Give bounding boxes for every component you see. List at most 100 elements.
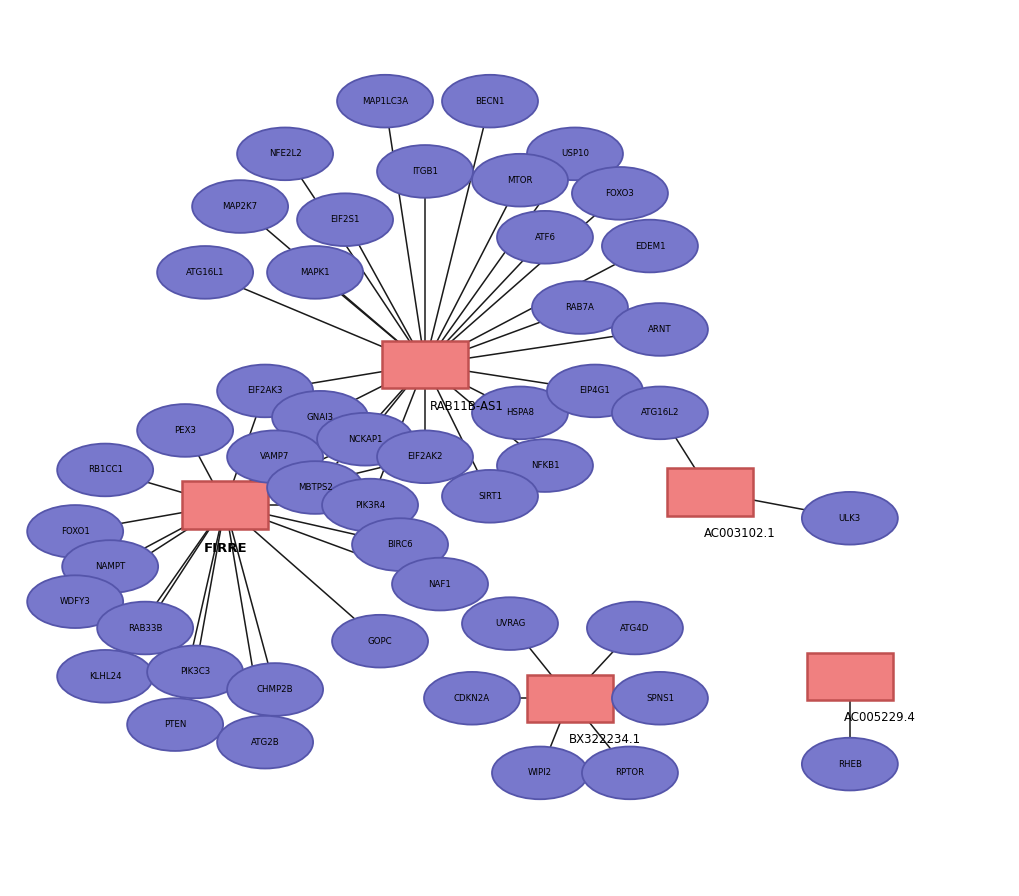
Ellipse shape	[62, 540, 158, 593]
Ellipse shape	[227, 663, 323, 716]
Text: KLHL24: KLHL24	[89, 672, 121, 681]
Text: ATF6: ATF6	[534, 233, 555, 242]
FancyBboxPatch shape	[182, 481, 268, 529]
Ellipse shape	[267, 246, 363, 298]
Ellipse shape	[297, 194, 392, 246]
Text: MAPK1: MAPK1	[300, 268, 329, 277]
Text: GNAI3: GNAI3	[307, 413, 333, 422]
Text: GOPC: GOPC	[368, 637, 392, 646]
Ellipse shape	[546, 365, 642, 418]
Ellipse shape	[332, 615, 428, 668]
Ellipse shape	[336, 74, 433, 127]
Text: NFE2L2: NFE2L2	[268, 150, 302, 159]
Text: UVRAG: UVRAG	[494, 619, 525, 628]
Ellipse shape	[472, 154, 568, 206]
Text: ATG4D: ATG4D	[620, 624, 649, 633]
Text: AC005229.4: AC005229.4	[843, 711, 915, 725]
Ellipse shape	[424, 672, 520, 725]
Text: WDFY3: WDFY3	[60, 597, 91, 607]
Text: EIF2S1: EIF2S1	[330, 215, 360, 224]
Text: ITGB1: ITGB1	[412, 167, 437, 176]
Ellipse shape	[157, 246, 253, 298]
Text: PIK3R4: PIK3R4	[355, 501, 385, 510]
Text: FOXO1: FOXO1	[61, 527, 90, 536]
Text: ATG2B: ATG2B	[251, 737, 279, 746]
Ellipse shape	[582, 746, 678, 799]
Text: BECN1: BECN1	[475, 97, 504, 106]
Ellipse shape	[611, 303, 707, 356]
FancyBboxPatch shape	[666, 469, 752, 515]
Text: SPNS1: SPNS1	[645, 694, 674, 702]
Text: ATG16L2: ATG16L2	[640, 409, 679, 418]
Ellipse shape	[462, 598, 557, 650]
Ellipse shape	[267, 461, 363, 513]
Ellipse shape	[227, 430, 323, 483]
Ellipse shape	[572, 167, 667, 220]
Text: NAMPT: NAMPT	[95, 562, 125, 571]
Ellipse shape	[527, 127, 623, 180]
Text: HSPA8: HSPA8	[505, 409, 534, 418]
Ellipse shape	[377, 145, 473, 198]
Ellipse shape	[377, 430, 473, 483]
Ellipse shape	[57, 444, 153, 496]
Ellipse shape	[586, 602, 683, 654]
FancyBboxPatch shape	[806, 652, 892, 700]
Text: RHEB: RHEB	[837, 760, 861, 769]
Text: MAP2K7: MAP2K7	[222, 202, 258, 211]
Text: RB1CC1: RB1CC1	[88, 465, 122, 475]
Text: VAMP7: VAMP7	[260, 452, 289, 461]
Text: PTEN: PTEN	[164, 720, 186, 729]
Ellipse shape	[472, 386, 568, 439]
Ellipse shape	[217, 365, 313, 418]
Text: RAB33B: RAB33B	[127, 624, 162, 633]
Text: MAP1LC3A: MAP1LC3A	[362, 97, 408, 106]
Ellipse shape	[57, 650, 153, 702]
FancyBboxPatch shape	[382, 340, 468, 388]
Ellipse shape	[491, 746, 587, 799]
Text: AC003102.1: AC003102.1	[703, 527, 775, 540]
Text: EDEM1: EDEM1	[634, 242, 664, 251]
Ellipse shape	[236, 127, 333, 180]
Text: ULK3: ULK3	[838, 513, 860, 522]
Text: USP10: USP10	[560, 150, 588, 159]
Text: FOXO3: FOXO3	[605, 189, 634, 198]
Text: RAB11B-AS1: RAB11B-AS1	[430, 400, 503, 413]
Ellipse shape	[441, 74, 537, 127]
Ellipse shape	[532, 281, 628, 334]
Text: EIF2AK3: EIF2AK3	[247, 386, 282, 395]
Ellipse shape	[801, 737, 897, 790]
Text: PEX3: PEX3	[174, 426, 196, 435]
Ellipse shape	[272, 391, 368, 444]
Ellipse shape	[28, 505, 123, 557]
FancyBboxPatch shape	[527, 675, 612, 722]
Text: PIK3C3: PIK3C3	[179, 668, 210, 676]
Text: BX322234.1: BX322234.1	[569, 733, 640, 746]
Text: EIP4G1: EIP4G1	[579, 386, 609, 395]
Text: WIPI2: WIPI2	[528, 769, 551, 778]
Ellipse shape	[496, 211, 592, 263]
Ellipse shape	[147, 645, 243, 698]
Text: EIF2AK2: EIF2AK2	[407, 452, 442, 461]
Ellipse shape	[322, 478, 418, 531]
Ellipse shape	[97, 602, 193, 654]
Text: RAB7A: RAB7A	[565, 303, 594, 312]
Ellipse shape	[217, 716, 313, 769]
Ellipse shape	[496, 439, 592, 492]
Ellipse shape	[391, 557, 487, 610]
Ellipse shape	[352, 518, 447, 571]
Ellipse shape	[611, 672, 707, 725]
Text: ATG16L1: ATG16L1	[185, 268, 224, 277]
Ellipse shape	[137, 404, 233, 457]
Text: NCKAP1: NCKAP1	[347, 435, 382, 444]
Ellipse shape	[611, 386, 707, 439]
Text: RPTOR: RPTOR	[614, 769, 644, 778]
Text: CDKN2A: CDKN2A	[453, 694, 489, 702]
Text: BIRC6: BIRC6	[387, 540, 413, 549]
Ellipse shape	[127, 698, 223, 751]
Text: ARNT: ARNT	[647, 325, 672, 334]
Ellipse shape	[441, 470, 537, 522]
Ellipse shape	[192, 180, 287, 233]
Text: NFKB1: NFKB1	[530, 461, 558, 470]
Ellipse shape	[601, 220, 697, 272]
Text: MBTPS2: MBTPS2	[298, 483, 332, 492]
